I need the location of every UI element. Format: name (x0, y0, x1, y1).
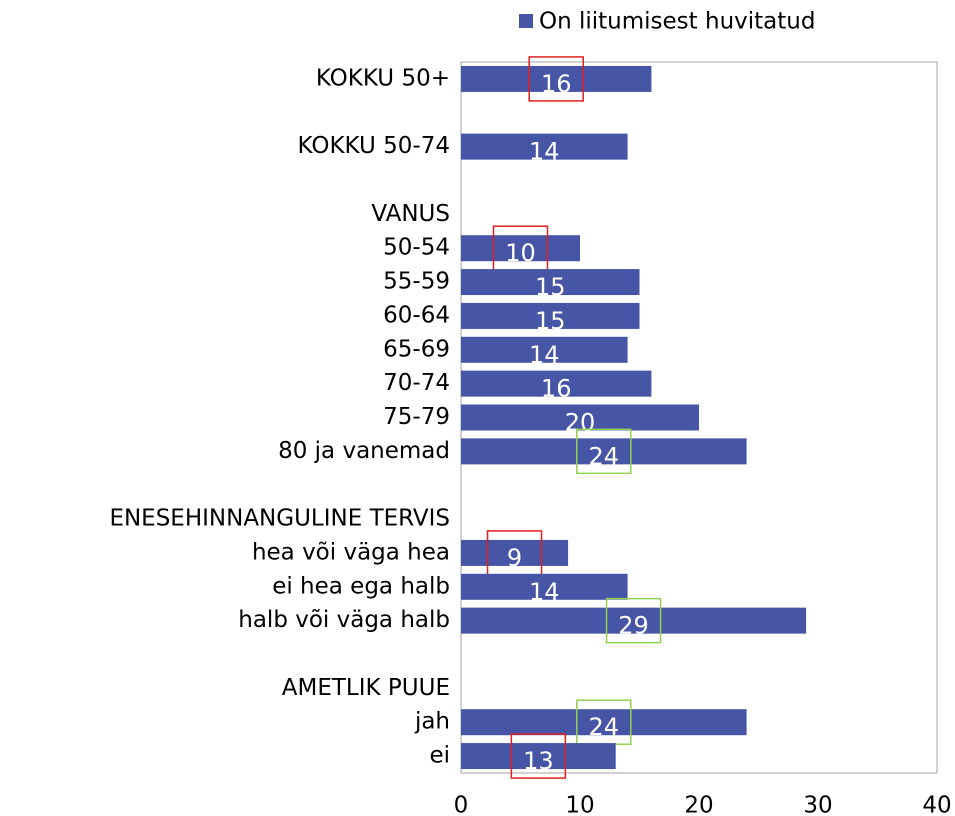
bar (461, 370, 652, 397)
value-label: 14 (529, 138, 560, 166)
value-label: 20 (565, 409, 596, 437)
y-tick-label: ENESEHINNANGULINE TERVIS (109, 506, 450, 532)
y-tick-label: 75-79 (383, 404, 450, 430)
y-tick-label: KOKKU 50-74 (298, 133, 450, 159)
y-tick-label: VANUS (371, 201, 450, 227)
y-tick-label: AMETLIK PUUE (282, 675, 450, 701)
y-tick-label: jah (414, 709, 450, 735)
y-tick-label: 50-54 (383, 235, 450, 261)
x-tick-label: 20 (684, 793, 713, 816)
value-label: 16 (541, 375, 572, 403)
bar (461, 336, 628, 363)
legend-swatch (519, 14, 533, 28)
bar (461, 607, 807, 634)
y-tick-label: hea või väga hea (252, 539, 450, 565)
value-label: 14 (529, 578, 560, 606)
bar (461, 539, 569, 566)
bar (461, 302, 640, 329)
y-tick-label: KOKKU 50+ (316, 65, 450, 91)
bar (461, 573, 628, 600)
bar (461, 438, 747, 465)
value-label: 9 (507, 544, 522, 572)
bar (461, 743, 616, 770)
bar (461, 133, 628, 160)
x-tick-label: 30 (803, 793, 832, 816)
bar (461, 709, 747, 736)
bar (461, 65, 652, 92)
y-tick-label: ei hea ega halb (272, 573, 450, 599)
y-tick-label: 70-74 (383, 370, 450, 396)
y-tick-label: halb või väga halb (238, 607, 450, 633)
value-label: 16 (541, 70, 572, 98)
highlight-box (605, 597, 662, 644)
x-tick-label: 0 (454, 793, 469, 816)
legend-label: On liitumisest huvitatud (539, 9, 815, 35)
y-tick-label: 65-69 (383, 336, 450, 362)
bar (461, 269, 640, 296)
value-label: 24 (589, 713, 620, 741)
value-label: 14 (529, 341, 560, 369)
bar (461, 404, 699, 431)
x-tick-label: 10 (565, 793, 594, 816)
value-label: 10 (505, 239, 536, 267)
highlight-box (510, 733, 567, 779)
value-label: 15 (535, 307, 566, 335)
y-tick-label: 55-59 (383, 269, 450, 295)
value-label: 24 (589, 442, 620, 470)
value-label: 29 (618, 612, 649, 640)
highlight-box (576, 428, 632, 475)
x-tick-label: 40 (922, 793, 951, 816)
value-label: 13 (523, 747, 554, 775)
y-tick-label: ei (429, 743, 450, 769)
value-label: 15 (535, 273, 566, 301)
y-tick-label: 80 ja vanemad (278, 438, 450, 464)
y-tick-label: 60-64 (383, 302, 450, 328)
highlight-box (528, 56, 584, 102)
bar (461, 235, 580, 262)
